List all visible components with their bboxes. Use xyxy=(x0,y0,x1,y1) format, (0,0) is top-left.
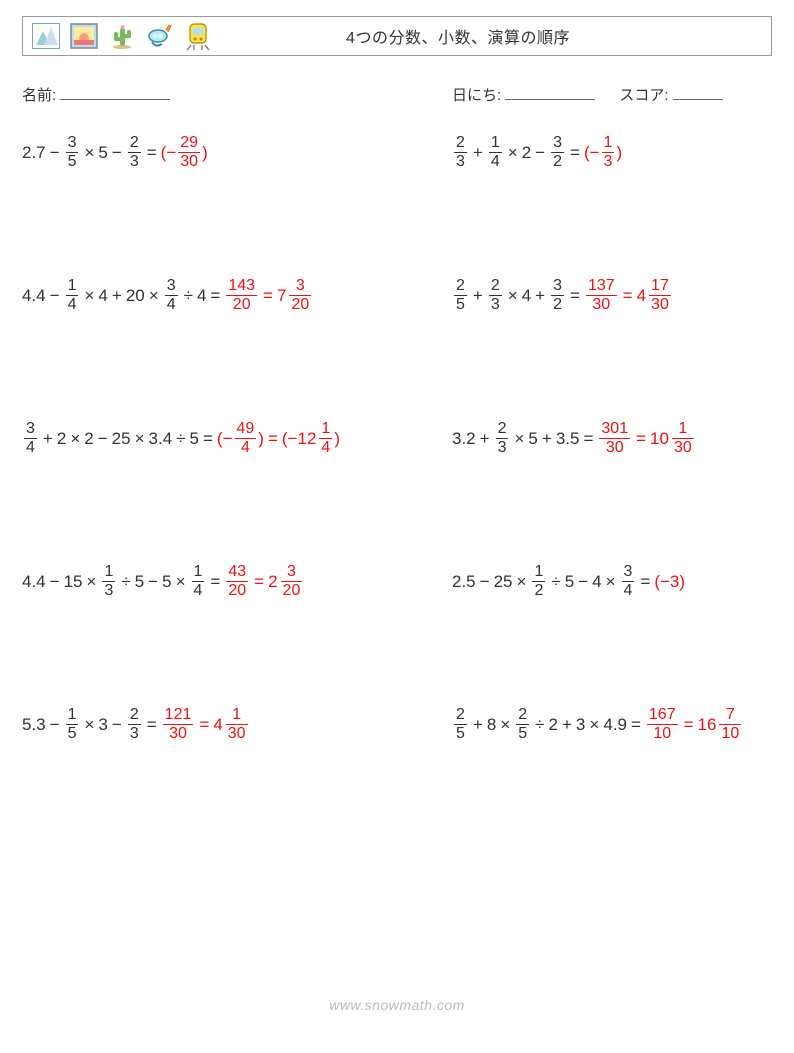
info-row: 名前: 日にち: スコア: xyxy=(22,84,772,105)
problem-4: 25+23×4+32=13730=41730 xyxy=(452,278,772,313)
train-icon xyxy=(183,21,213,51)
score-field: スコア: xyxy=(619,84,722,105)
problem-8: 2.5−25×12÷5−4×34=(−3) xyxy=(452,564,772,599)
name-blank xyxy=(60,86,170,100)
problem-3: 4.4−14×4+20×34÷4=14320=7320 xyxy=(22,278,442,313)
header-icons-row xyxy=(31,21,213,51)
problem-6: 3.2+23×5+3.5=30130=10130 xyxy=(452,421,772,456)
problem-9: 5.3−15×3−23=12130=4130 xyxy=(22,707,442,742)
cactus-icon xyxy=(107,21,137,51)
date-blank xyxy=(505,86,595,100)
name-field: 名前: xyxy=(22,84,412,105)
problem-1: 2.7−35×5−23=(−2930) xyxy=(22,135,442,170)
mountains-icon xyxy=(31,21,61,51)
name-label: 名前: xyxy=(22,87,56,104)
problems-grid: 2.7−35×5−23=(−2930) 23+14×2−32=(−13) 4.4−1… xyxy=(22,135,772,742)
score-blank xyxy=(673,86,723,100)
score-label: スコア: xyxy=(619,87,668,104)
snorkel-icon xyxy=(145,21,175,51)
problem-7: 4.4−15×13÷5−5×14=4320=2320 xyxy=(22,564,442,599)
problem-2: 23+14×2−32=(−13) xyxy=(452,135,772,170)
footer-watermark: www.snowmath.com xyxy=(0,997,794,1013)
date-label: 日にち: xyxy=(452,87,501,104)
date-field: 日にち: xyxy=(452,84,595,105)
problem-10: 25+8×25÷2+3×4.9=16710=16710 xyxy=(452,707,772,742)
problem-5: 34+2×2−25×3.4÷5=(−494)=(−1214) xyxy=(22,421,442,456)
worksheet-header: 4つの分数、小数、演算の順序 xyxy=(22,16,772,56)
worksheet-title: 4つの分数、小数、演算の順序 xyxy=(213,24,763,48)
sunset-frame-icon xyxy=(69,21,99,51)
